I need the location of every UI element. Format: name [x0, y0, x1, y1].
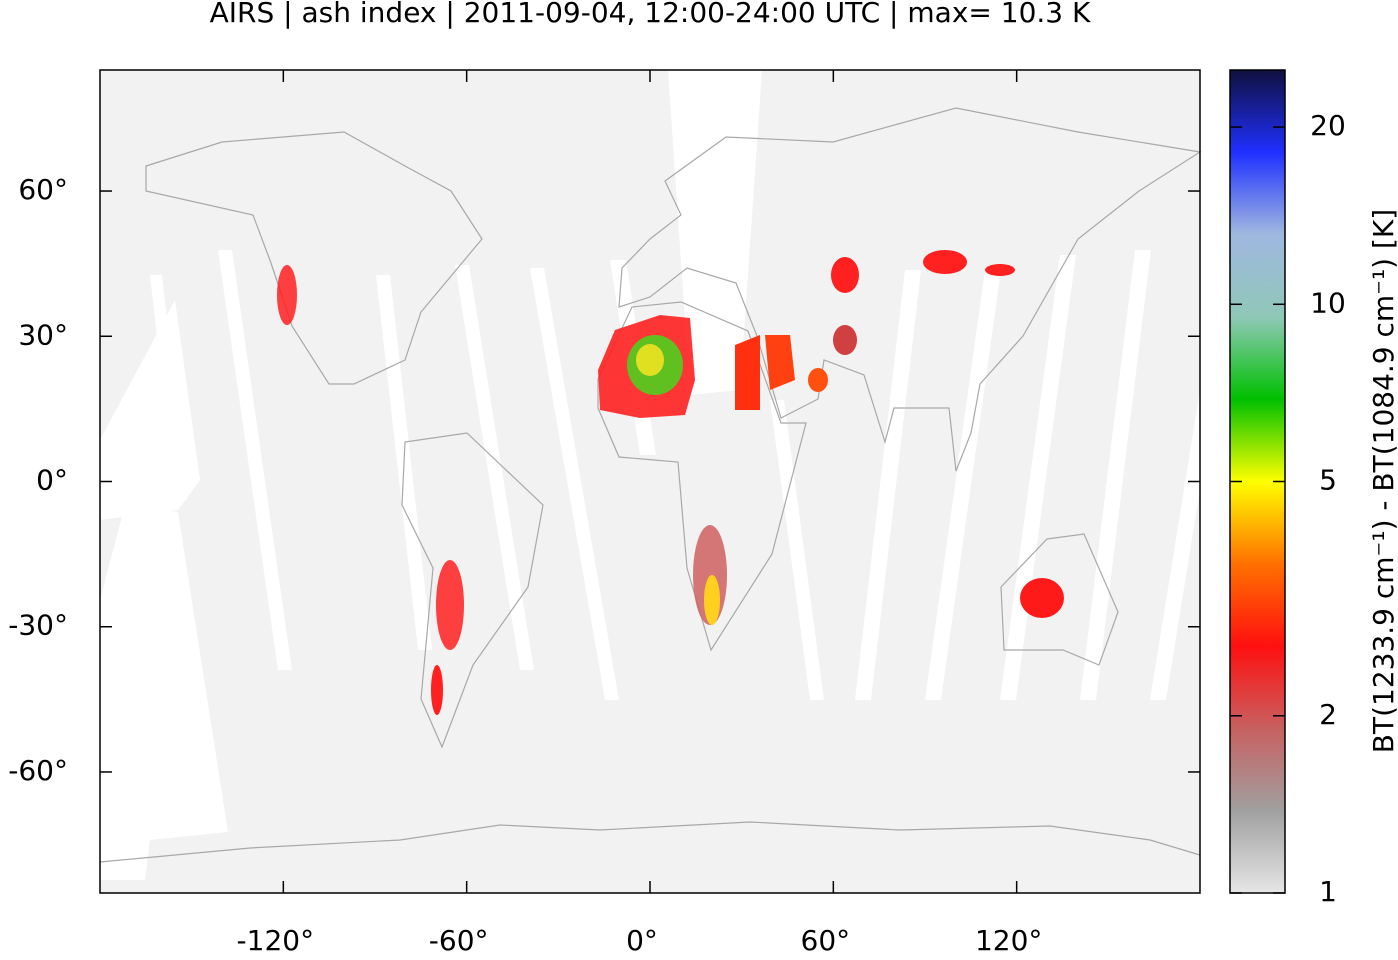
orbit-gap [218, 250, 292, 670]
colorbar-tick-label: 10 [1310, 286, 1346, 319]
x-tick-label: 120° [975, 924, 1042, 956]
orbit-gap [100, 505, 228, 880]
y-tick-label: 60° [18, 173, 68, 206]
orbit-gap [668, 70, 762, 395]
y-tick-label: -60° [8, 754, 68, 787]
orbit-gap [1000, 255, 1076, 700]
x-tick-label: 60° [801, 924, 851, 956]
colorbar-tick-label: 1 [1319, 875, 1337, 908]
ash-regions [277, 250, 1064, 715]
y-tick-label: 30° [18, 318, 68, 351]
colorbar-tick-label: 2 [1319, 698, 1337, 731]
colorbar-tick-label: 20 [1310, 109, 1346, 142]
y-tick-label: 0° [36, 464, 68, 497]
colorbar-label: BT(1233.9 cm⁻¹) - BT(1084.9 cm⁻¹) [K] [1367, 209, 1398, 753]
orbit-gap [925, 270, 1001, 700]
x-tick-label: -120° [237, 924, 315, 956]
orbit-gap [855, 270, 921, 700]
x-tick-label: 0° [626, 924, 658, 956]
y-tick-label: -30° [8, 609, 68, 642]
map-background [100, 70, 1200, 893]
orbit-gap [530, 268, 619, 700]
chart-title: AIRS | ash index | 2011-09-04, 12:00-24:… [210, 0, 1091, 29]
colorbar-tick-label: 5 [1319, 464, 1337, 497]
orbit-gap [100, 300, 200, 520]
orbit-gap [1080, 250, 1151, 700]
x-tick-label: -60° [429, 924, 489, 956]
orbit-gap [770, 400, 824, 700]
orbit-gap [455, 265, 534, 670]
